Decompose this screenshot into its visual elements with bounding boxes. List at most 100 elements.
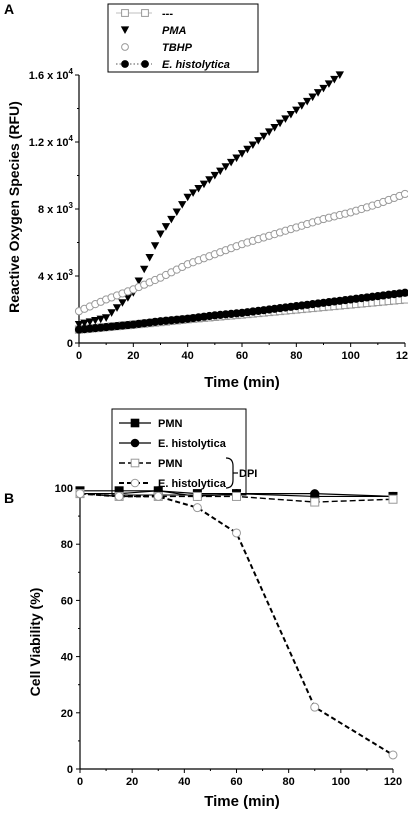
panel-letter-a: A <box>4 1 14 17</box>
legend-marker <box>130 458 140 468</box>
data-point <box>400 288 408 297</box>
y-tick-label: 20 <box>61 708 73 720</box>
x-tick-label: 40 <box>182 350 194 362</box>
data-point <box>400 295 408 304</box>
y-tick-label: 0 <box>67 764 73 776</box>
x-tick-label: 0 <box>77 776 83 788</box>
data-point <box>210 171 220 180</box>
data-point <box>243 145 252 154</box>
axes-panel-b: 0 20 40 60 80 100 120 0 20 40 60 80 100 <box>55 483 403 788</box>
y-tick-label: 8 x 103 <box>38 201 74 216</box>
data-point <box>237 150 247 158</box>
series <box>74 288 408 334</box>
data-point <box>275 119 285 128</box>
data-point <box>101 314 111 322</box>
y-tick-exponent: 3 <box>69 268 74 277</box>
series <box>74 189 408 316</box>
legend-group-label: DPI <box>239 468 257 480</box>
x-tick-label: 20 <box>127 350 139 362</box>
data-point <box>167 215 176 224</box>
data-point <box>96 315 105 324</box>
legend-marker <box>121 43 129 51</box>
y-tick-label: 100 <box>55 483 73 495</box>
legend-marker <box>121 60 129 68</box>
data-point <box>145 254 154 262</box>
data-point <box>156 230 165 239</box>
data-point <box>303 97 312 106</box>
data-point <box>308 93 317 102</box>
data-point <box>75 489 85 499</box>
data-point <box>310 702 320 712</box>
data-point <box>310 497 320 507</box>
data-point <box>388 494 398 504</box>
y-tick-label: 1.6 x 104 <box>29 67 74 82</box>
data-point <box>324 80 334 88</box>
data-point <box>254 137 263 145</box>
data-point <box>134 277 143 286</box>
data-point <box>91 316 100 325</box>
data-point <box>112 304 122 312</box>
y-tick-exponent: 4 <box>69 134 74 143</box>
y-tick-label: 60 <box>61 595 73 607</box>
x-tick-label: 60 <box>230 776 242 788</box>
data-point <box>400 189 408 199</box>
panel-letter-b: B <box>4 490 14 506</box>
data-point <box>259 132 268 141</box>
data-point <box>270 124 279 132</box>
data-point <box>140 265 149 274</box>
legend-label: PMN <box>158 458 183 470</box>
data-point <box>183 193 192 202</box>
data-point <box>232 491 241 501</box>
data-point <box>153 491 163 501</box>
x-tick-label: 40 <box>178 776 190 788</box>
x-axis-title: Time (min) <box>204 374 280 391</box>
legend-label: E. histolytica <box>158 478 227 490</box>
data-point <box>286 110 296 119</box>
data-point <box>188 189 198 197</box>
data-point <box>114 491 124 501</box>
legend-label: E. histolytica <box>162 59 230 71</box>
data-point <box>319 84 328 93</box>
x-tick-label: 0 <box>76 350 82 362</box>
y-tick-label: 80 <box>61 539 73 551</box>
data-point <box>74 321 84 329</box>
data-point <box>192 491 202 501</box>
y-tick-exponent: 4 <box>69 67 74 76</box>
data-point <box>232 528 241 538</box>
series <box>75 489 398 760</box>
legend-marker <box>121 9 129 17</box>
legend-label: E. histolytica <box>158 438 227 450</box>
data-point <box>388 750 398 760</box>
legend-marker <box>130 438 140 448</box>
x-tick-label: 80 <box>283 776 295 788</box>
legend-panel-b: PMN E. histolytica PMN E. histolytica <box>111 408 247 496</box>
y-tick-label: 1.2 x 104 <box>29 134 74 149</box>
x-tick-label: 80 <box>290 350 302 362</box>
x-tick-label: 120 <box>384 776 402 788</box>
data-point <box>232 154 241 163</box>
data-point <box>248 141 258 150</box>
data-point <box>118 299 127 307</box>
data-point <box>161 223 171 231</box>
legend-marker <box>130 478 140 488</box>
data-point <box>85 318 95 326</box>
data-point <box>281 115 290 123</box>
data-point <box>330 75 339 84</box>
plot-area-panel-b <box>75 486 398 760</box>
legend-marker <box>120 26 130 34</box>
data-point <box>150 242 160 250</box>
data-point <box>310 489 320 499</box>
legend-panel-a: --- PMA TBHP E. histolytica <box>107 3 259 73</box>
data-point <box>80 319 89 328</box>
x-tick-label: 100 <box>341 350 359 362</box>
data-point <box>313 89 323 97</box>
data-point <box>205 176 214 184</box>
legend-label: TBHP <box>162 42 193 54</box>
x-tick-label: 100 <box>332 776 350 788</box>
legend-label: PMA <box>162 25 187 37</box>
data-point <box>221 163 230 171</box>
y-tick-label: 4 x 103 <box>38 268 74 283</box>
x-tick-label: 60 <box>236 350 248 362</box>
